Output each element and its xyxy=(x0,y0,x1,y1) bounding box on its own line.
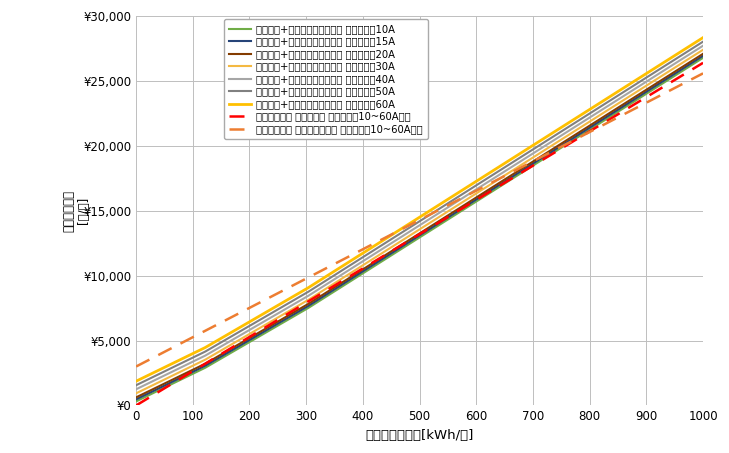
あしたでんき たっぷりぷらん 契約容量：10~60A共通 xyxy=(599,122,607,128)
よりそう+ファミリーバリュー 契約容量：60A xyxy=(472,178,481,183)
Line: よりそう+ファミリーバリュー 契約容量：50A: よりそう+ファミリーバリュー 契約容量：50A xyxy=(136,42,703,385)
よりそう+ファミリーバリュー 契約容量：10A xyxy=(132,399,141,404)
よりそう+ファミリーバリュー 契約容量：40A xyxy=(144,381,153,386)
あしたでんき 標準プラン 契約容量：10~60A共通 xyxy=(343,275,351,281)
Line: よりそう+ファミリーバリュー 契約容量：15A: よりそう+ファミリーバリュー 契約容量：15A xyxy=(136,56,703,400)
よりそう+ファミリーバリュー 契約容量：20A xyxy=(472,194,481,200)
Line: よりそう+ファミリーバリュー 契約容量：10A: よりそう+ファミリーバリュー 契約容量：10A xyxy=(136,58,703,401)
よりそう+ファミリーバリュー 契約容量：30A xyxy=(163,376,171,381)
よりそう+ファミリーバリュー 契約容量：60A xyxy=(163,364,171,369)
よりそう+ファミリーバリュー 契約容量：15A xyxy=(343,279,351,284)
あしたでんき 標準プラン 契約容量：10~60A共通 xyxy=(144,395,153,400)
よりそう+ファミリーバリュー 契約容量：50A xyxy=(343,265,351,270)
よりそう+ファミリーバリュー 契約容量：40A xyxy=(472,186,481,192)
よりそう+ファミリーバリュー 契約容量：40A xyxy=(182,362,191,367)
X-axis label: 月間電力使用量[kWh/月]: 月間電力使用量[kWh/月] xyxy=(365,429,474,442)
あしたでんき 標準プラン 契約容量：10~60A共通 xyxy=(163,384,171,390)
Line: あしたでんき たっぷりぷらん 契約容量：10~60A共通: あしたでんき たっぷりぷらん 契約容量：10~60A共通 xyxy=(136,73,703,366)
Line: よりそう+ファミリーバリュー 契約容量：30A: よりそう+ファミリーバリュー 契約容量：30A xyxy=(136,50,703,393)
よりそう+ファミリーバリュー 契約容量：50A xyxy=(144,376,153,382)
よりそう+ファミリーバリュー 契約容量：30A xyxy=(472,190,481,196)
あしたでんき たっぷりぷらん 契約容量：10~60A共通 xyxy=(698,71,707,76)
よりそう+ファミリーバリュー 契約容量：15A xyxy=(132,397,141,402)
よりそう+ファミリーバリュー 契約容量：30A xyxy=(144,385,153,390)
よりそう+ファミリーバリュー 契約容量：20A xyxy=(599,115,607,120)
よりそう+ファミリーバリュー 契約容量：50A xyxy=(599,102,607,108)
あしたでんき たっぷりぷらん 契約容量：10~60A共通 xyxy=(132,364,141,369)
よりそう+ファミリーバリュー 契約容量：40A xyxy=(343,269,351,274)
Line: よりそう+ファミリーバリュー 契約容量：60A: よりそう+ファミリーバリュー 契約容量：60A xyxy=(136,38,703,381)
Line: よりそう+ファミリーバリュー 契約容量：40A: よりそう+ファミリーバリュー 契約容量：40A xyxy=(136,46,703,389)
あしたでんき たっぷりぷらん 契約容量：10~60A共通 xyxy=(182,338,191,343)
よりそう+ファミリーバリュー 契約容量：50A xyxy=(132,382,141,388)
Legend: よりそう+ファミリーバリュー 契約容量：10A, よりそう+ファミリーバリュー 契約容量：15A, よりそう+ファミリーバリュー 契約容量：20A, よりそう+: よりそう+ファミリーバリュー 契約容量：10A, よりそう+ファミリーバリュー … xyxy=(224,19,428,139)
あしたでんき 標準プラン 契約容量：10~60A共通 xyxy=(132,403,141,408)
あしたでんき たっぷりぷらん 契約容量：10~60A共通 xyxy=(144,357,153,363)
あしたでんき 標準プラン 契約容量：10~60A共通 xyxy=(698,60,707,66)
よりそう+ファミリーバリュー 契約容量：40A xyxy=(599,106,607,112)
よりそう+ファミリーバリュー 契約容量：15A xyxy=(163,382,171,387)
よりそう+ファミリーバリュー 契約容量：60A xyxy=(144,372,153,378)
よりそう+ファミリーバリュー 契約容量：20A xyxy=(163,380,171,385)
よりそう+ファミリーバリュー 契約容量：60A xyxy=(599,98,607,104)
よりそう+ファミリーバリュー 契約容量：60A xyxy=(182,354,191,359)
よりそう+ファミリーバリュー 契約容量：20A xyxy=(182,370,191,376)
よりそう+ファミリーバリュー 契約容量：60A xyxy=(132,378,141,384)
よりそう+ファミリーバリュー 契約容量：50A xyxy=(472,182,481,188)
よりそう+ファミリーバリュー 契約容量：30A xyxy=(343,273,351,278)
よりそう+ファミリーバリュー 契約容量：50A xyxy=(698,39,707,44)
よりそう+ファミリーバリュー 契約容量：15A xyxy=(182,372,191,378)
よりそう+ファミリーバリュー 契約容量：10A xyxy=(144,392,153,398)
よりそう+ファミリーバリュー 契約容量：10A xyxy=(182,374,191,380)
よりそう+ファミリーバリュー 契約容量：30A xyxy=(182,366,191,371)
よりそう+ファミリーバリュー 契約容量：10A xyxy=(343,281,351,286)
よりそう+ファミリーバリュー 契約容量：20A xyxy=(132,395,141,400)
あしたでんき たっぷりぷらん 契約容量：10~60A共通 xyxy=(163,348,171,353)
あしたでんき たっぷりぷらん 契約容量：10~60A共通 xyxy=(472,188,481,193)
Y-axis label: 月間電気料金
[円/月]: 月間電気料金 [円/月] xyxy=(62,190,90,232)
よりそう+ファミリーバリュー 契約容量：50A xyxy=(182,358,191,363)
よりそう+ファミリーバリュー 契約容量：10A xyxy=(163,384,171,389)
よりそう+ファミリーバリュー 契約容量：60A xyxy=(698,35,707,40)
よりそう+ファミリーバリュー 契約容量：10A xyxy=(698,55,707,61)
よりそう+ファミリーバリュー 契約容量：15A xyxy=(698,53,707,58)
あしたでんき たっぷりぷらん 契約容量：10~60A共通 xyxy=(343,255,351,260)
あしたでんき 標準プラン 契約容量：10~60A共通 xyxy=(182,372,191,378)
よりそう+ファミリーバリュー 契約容量：15A xyxy=(599,117,607,122)
よりそう+ファミリーバリュー 契約容量：60A xyxy=(343,260,351,266)
あしたでんき 標準プラン 契約容量：10~60A共通 xyxy=(472,197,481,202)
あしたでんき 標準プラン 契約容量：10~60A共通 xyxy=(599,121,607,126)
よりそう+ファミリーバリュー 契約容量：30A xyxy=(132,390,141,396)
よりそう+ファミリーバリュー 契約容量：40A xyxy=(163,372,171,377)
よりそう+ファミリーバリュー 契約容量：15A xyxy=(472,197,481,202)
よりそう+ファミリーバリュー 契約容量：10A xyxy=(472,198,481,204)
よりそう+ファミリーバリュー 契約容量：20A xyxy=(144,389,153,394)
よりそう+ファミリーバリュー 契約容量：15A xyxy=(144,390,153,396)
Line: あしたでんき 標準プラン 契約容量：10~60A共通: あしたでんき 標準プラン 契約容量：10~60A共通 xyxy=(136,63,703,405)
よりそう+ファミリーバリュー 契約容量：20A xyxy=(698,51,707,57)
よりそう+ファミリーバリュー 契約容量：40A xyxy=(698,43,707,48)
よりそう+ファミリーバリュー 契約容量：40A xyxy=(132,386,141,392)
よりそう+ファミリーバリュー 契約容量：10A xyxy=(599,119,607,124)
よりそう+ファミリーバリュー 契約容量：30A xyxy=(599,111,607,116)
よりそう+ファミリーバリュー 契約容量：20A xyxy=(343,277,351,282)
Line: よりそう+ファミリーバリュー 契約容量：20A: よりそう+ファミリーバリュー 契約容量：20A xyxy=(136,54,703,397)
よりそう+ファミリーバリュー 契約容量：30A xyxy=(698,47,707,53)
よりそう+ファミリーバリュー 契約容量：50A xyxy=(163,368,171,373)
